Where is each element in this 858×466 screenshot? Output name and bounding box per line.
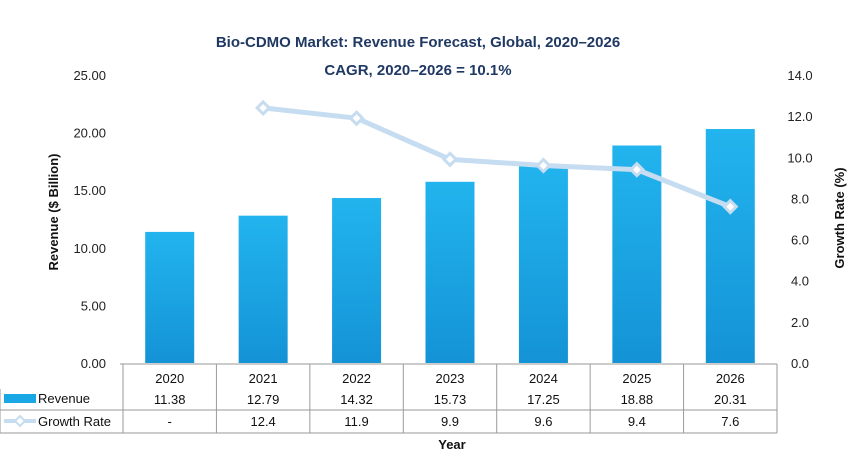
data-table: 2020 2021 2022 2023 2024 2025 2026 Revenue 11.38…	[0, 363, 778, 434]
left-tick-label: 10.00	[73, 241, 106, 256]
legend-growth-label: Growth Rate	[38, 414, 111, 429]
growth-rate-marker	[535, 157, 552, 174]
left-axis-ticks: 0.00 5.00 10.00 15.00 20.00 25.00	[73, 68, 106, 371]
revenue-bar	[332, 198, 382, 363]
growth-rate-data-label: -	[168, 414, 172, 429]
revenue-bar	[145, 231, 195, 363]
left-tick-label: 20.00	[73, 126, 106, 141]
legend-revenue-swatch	[4, 394, 36, 403]
left-tick-label: 25.00	[73, 68, 106, 83]
x-tick-label: 2024	[529, 371, 558, 386]
x-axis-title: Year	[438, 437, 465, 452]
x-tick-label: 2025	[622, 371, 651, 386]
right-tick-label: 0.0	[791, 356, 809, 371]
revenue-data-label: 14.32	[340, 392, 373, 407]
growth-rate-line-path	[260, 105, 733, 210]
legend-revenue-label: Revenue	[38, 391, 90, 406]
right-tick-label: 12.0	[787, 109, 812, 124]
growth-rate-data-label: 12.4	[250, 414, 275, 429]
growth-rate-data-label: 9.4	[628, 414, 646, 429]
revenue-bar	[238, 215, 288, 363]
left-tick-label: 5.00	[81, 298, 106, 313]
right-tick-label: 10.0	[787, 150, 812, 165]
right-tick-label: 8.0	[791, 191, 809, 206]
left-axis-title: Revenue ($ Billion)	[46, 153, 61, 270]
revenue-data-label: 18.88	[621, 392, 654, 407]
legend-growth-marker	[13, 414, 27, 428]
growth-rate-line	[255, 99, 739, 215]
revenue-bar	[612, 145, 662, 363]
x-tick-label: 2020	[155, 371, 184, 386]
revenue-data-label: 20.31	[714, 392, 747, 407]
x-tick-label: 2023	[436, 371, 465, 386]
growth-rate-data-label: 11.9	[344, 414, 368, 429]
x-tick-label: 2021	[249, 371, 278, 386]
growth-rate-data-label: 9.6	[534, 414, 552, 429]
growth-rate-data-label: 9.9	[441, 414, 459, 429]
left-tick-label: 15.00	[73, 183, 106, 198]
revenue-data-label: 11.38	[154, 392, 186, 407]
revenue-data-label: 15.73	[434, 392, 467, 407]
x-tick-label: 2026	[716, 371, 745, 386]
growth-rate-marker	[255, 99, 272, 117]
right-tick-label: 2.0	[791, 315, 809, 330]
growth-rate-marker	[628, 161, 645, 178]
revenue-data-label: 12.79	[247, 392, 280, 407]
revenue-bar	[518, 164, 568, 363]
growth-rate-marker	[722, 198, 739, 215]
growth-rate-marker	[348, 110, 365, 127]
left-tick-label: 0.00	[81, 356, 106, 371]
x-tick-label: 2022	[342, 371, 371, 386]
revenue-bars	[145, 129, 755, 363]
growth-rate-data-label: 7.6	[721, 414, 739, 429]
revenue-data-label: 17.25	[527, 392, 560, 407]
right-tick-label: 4.0	[791, 274, 809, 289]
revenue-bar	[705, 129, 755, 363]
growth-rate-marker	[441, 151, 459, 168]
right-axis-ticks: 0.0 2.0 4.0 6.0 8.0 10.0 12.0 14.0	[787, 68, 812, 371]
right-tick-label: 14.0	[787, 68, 812, 83]
right-tick-label: 6.0	[791, 233, 809, 248]
chart-subtitle: CAGR, 2020–2026 = 10.1%	[324, 62, 511, 79]
revenue-bar	[425, 181, 475, 363]
chart-title: Bio-CDMO Market: Revenue Forecast, Globa…	[216, 34, 620, 51]
right-axis-title: Growth Rate (%)	[832, 167, 847, 268]
